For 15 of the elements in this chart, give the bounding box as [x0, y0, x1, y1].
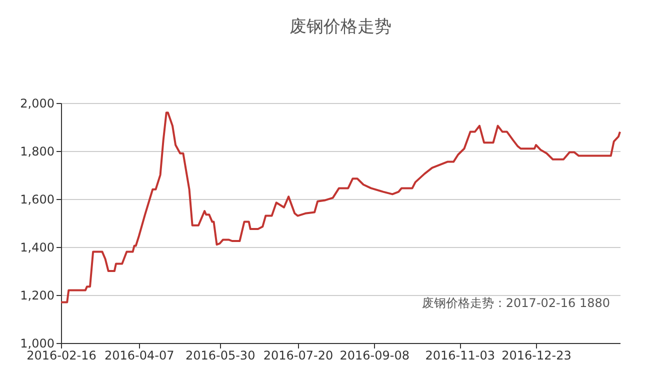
y-tick-label: 1,200: [20, 288, 54, 302]
x-tick-label: 2016-11-03: [425, 348, 496, 362]
x-tick-label: 2016-09-08: [340, 348, 410, 362]
y-tick-label: 1,400: [20, 240, 54, 254]
x-tick-label: 2016-04-07: [104, 348, 174, 362]
chart-title: 废钢价格走势: [290, 17, 392, 37]
annotation: 废钢价格走势：2017-02-16 1880: [422, 296, 610, 310]
y-tick-label: 1,800: [20, 144, 54, 158]
x-tick-label: 2016-02-16: [26, 348, 96, 362]
y-tick-label: 2,000: [20, 96, 54, 110]
y-tick-label: 1,000: [20, 336, 54, 350]
y-tick-label: 1,600: [20, 192, 54, 206]
x-tick-label: 2016-12-23: [502, 348, 572, 362]
x-tick-label: 2016-05-30: [185, 348, 256, 362]
x-tick-label: 2016-07-20: [263, 348, 334, 362]
